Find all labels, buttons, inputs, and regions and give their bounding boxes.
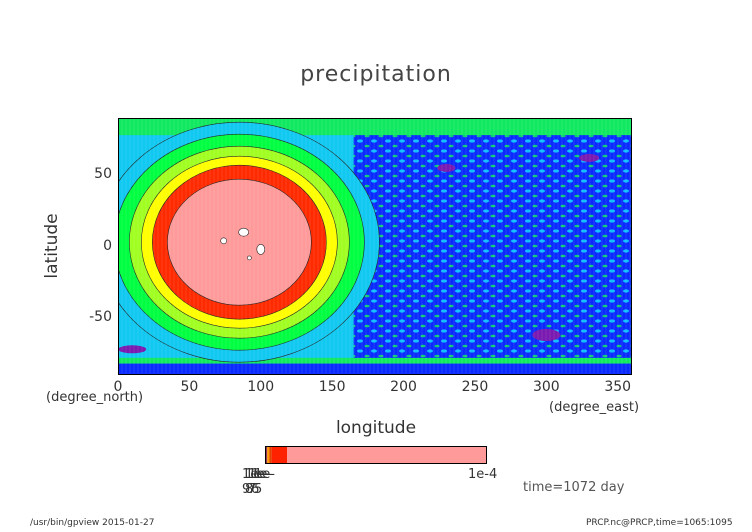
plot-frame (118, 118, 632, 375)
colorbar-segment (266, 446, 268, 464)
x-tick-label: 300 (532, 379, 560, 395)
footer-right: PRCP.nc@PRCP,time=1065:1095 (586, 518, 733, 528)
y-tick-label: 50 (94, 166, 112, 183)
y-tick-label: 0 (103, 237, 112, 254)
colorbar-frame (265, 446, 487, 464)
colorbar-segment (269, 446, 272, 464)
footer-left: /usr/bin/gpview 2015-01-27 (30, 518, 155, 528)
colorbar-label: 1e-7 (248, 467, 269, 497)
x-tick-label: 0 (113, 379, 123, 395)
core-hole-3 (247, 255, 252, 261)
colorbar-segment (271, 446, 288, 464)
colorbar-label: 1e-9 (242, 467, 263, 497)
colorbar-label: 1e-6 (251, 467, 272, 497)
core-pink (167, 178, 312, 306)
colorbar (265, 446, 487, 464)
purple-patch-3 (437, 163, 456, 172)
x-tick-label: 200 (390, 379, 417, 395)
purple-patch-2 (118, 345, 147, 354)
x-tick-label: 150 (318, 379, 346, 395)
chart-title: precipitation (300, 62, 452, 87)
colorbar-segment (287, 446, 487, 464)
core-hole-2 (256, 244, 266, 255)
colorbar-segment (267, 446, 270, 464)
map-layers (118, 118, 632, 375)
purple-patch-1 (579, 153, 600, 162)
east-speckle (353, 132, 632, 361)
x-tick-label: 250 (461, 379, 489, 395)
colorbar-fill (265, 446, 487, 464)
core-hole-0 (238, 227, 249, 237)
y-axis-label: latitude (42, 213, 62, 279)
x-tick-label: 100 (247, 379, 275, 395)
y-axis-unit: (degree_north) (46, 390, 144, 405)
time-label: time=1072 day (523, 480, 625, 495)
purple-patch-0 (532, 329, 561, 342)
colorbar-right-label: 1e-4 (468, 467, 498, 482)
core-hole-1 (220, 237, 227, 245)
precipitation-map (118, 118, 632, 375)
colorbar-label: 1e-8 (245, 467, 266, 497)
x-tick-label: 50 (180, 379, 199, 395)
colorbar-label: 1e-5 (254, 467, 275, 497)
x-axis-label: longitude (335, 418, 417, 438)
x-tick-label: 350 (604, 379, 632, 395)
x-axis-unit: (degree_east) (549, 400, 640, 415)
south-blue-edge (118, 363, 632, 375)
y-tick-label: -50 (89, 308, 112, 325)
